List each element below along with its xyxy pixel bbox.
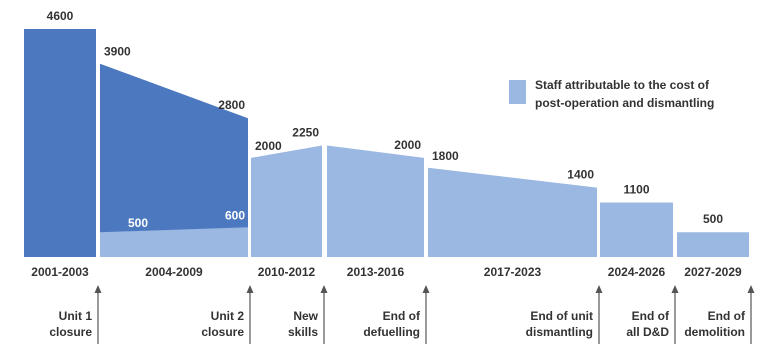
value-label-500: 500 <box>703 212 723 226</box>
value-label-1800: 1800 <box>432 149 459 163</box>
post_operation-segment-2017-2023 <box>428 167 597 257</box>
value-label-2800: 2800 <box>218 98 245 112</box>
period-label-2024-2026: 2024-2026 <box>608 265 666 279</box>
event-arrow-head <box>320 285 328 293</box>
post_operation-segment-2013-2016 <box>327 145 424 257</box>
post_operation-segment-2027-2029 <box>677 232 749 257</box>
event-arrow-head <box>422 285 430 293</box>
event-label-line: closure <box>201 325 244 339</box>
value-label-600: 600 <box>225 208 245 222</box>
period-label-2004-2009: 2004-2009 <box>145 265 203 279</box>
area-segments <box>24 29 749 258</box>
event-label-line: closure <box>49 325 92 339</box>
event-label-line: End of unit <box>530 309 593 323</box>
period-label-2017-2023: 2017-2023 <box>484 265 542 279</box>
value-label-2250: 2250 <box>292 125 319 139</box>
event-marker: End of defuelling <box>363 285 430 344</box>
event-marker: New skills <box>288 285 328 344</box>
legend-label-line-2: post-operation and dismantling <box>535 96 714 110</box>
period-label-2001-2003: 2001-2003 <box>31 265 89 279</box>
operating-segment-2004-2009 <box>100 63 248 258</box>
value-label-1100: 1100 <box>623 182 649 196</box>
event-label-line: dismantling <box>526 325 593 339</box>
event-label-line: all D&D <box>626 325 669 339</box>
event-marker: End of all D&D <box>626 285 679 344</box>
event-label-line: New <box>293 309 318 323</box>
period-label-2013-2016: 2013-2016 <box>347 265 405 279</box>
value-label-1400: 1400 <box>567 168 594 182</box>
operating-segment-2001-2003 <box>24 29 96 257</box>
period-label-2027-2029: 2027-2029 <box>684 265 742 279</box>
value-label-2000: 2000 <box>255 139 282 153</box>
period-label-2010-2012: 2010-2012 <box>258 265 316 279</box>
event-marker: End of demolition <box>684 285 755 344</box>
event-marker: End of unit dismantling <box>526 285 603 344</box>
value-label-500: 500 <box>128 216 148 230</box>
event-label-line: End of <box>383 309 421 323</box>
value-label-3900: 3900 <box>104 45 131 59</box>
event-label-line: defuelling <box>363 325 420 339</box>
period-labels: 2001-2003 2004-2009 2010-2012 2013-2016 2017… <box>31 265 742 279</box>
event-arrow-head <box>246 285 254 293</box>
event-label-line: Unit 2 <box>211 309 245 323</box>
event-label-line: Unit 1 <box>59 309 93 323</box>
value-label-4600: 4600 <box>47 9 74 23</box>
legend-swatch <box>509 80 526 104</box>
post_operation-segment-2010-2012 <box>251 145 322 257</box>
event-markers: Unit 1 closure Unit 2 closure New skills End o… <box>49 285 755 344</box>
event-arrow-head <box>671 285 679 293</box>
event-marker: Unit 1 closure <box>49 285 102 344</box>
event-marker: Unit 2 closure <box>201 285 254 344</box>
event-arrow-head <box>747 285 755 293</box>
legend-label-line-1: Staff attributable to the cost of <box>535 78 710 92</box>
event-label-line: demolition <box>684 325 745 339</box>
event-label-line: End of <box>632 309 670 323</box>
value-label-2000: 2000 <box>394 138 421 152</box>
value-labels: 4600 3900 2800 500 600 2000 2250 2000 1800 1400 11… <box>47 9 724 230</box>
event-arrow-head <box>94 285 102 293</box>
legend: Staff attributable to the cost of post-o… <box>509 78 714 110</box>
event-label-line: skills <box>288 325 318 339</box>
event-label-line: End of <box>708 309 746 323</box>
event-arrow-head <box>595 285 603 293</box>
post_operation-segment-2004-2009 <box>100 227 248 257</box>
post_operation-segment-2024-2026 <box>600 202 673 257</box>
